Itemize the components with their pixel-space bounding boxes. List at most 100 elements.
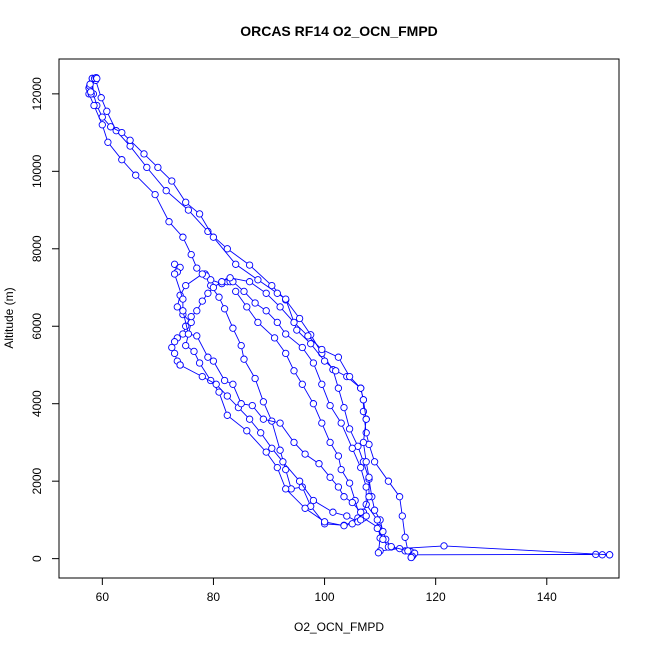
data-point (387, 542, 395, 551)
data-point (268, 444, 276, 452)
data-point (220, 376, 229, 385)
data-point (379, 527, 387, 536)
data-point (223, 411, 231, 419)
data-point (348, 444, 356, 452)
data-point (245, 278, 254, 286)
data-point (170, 349, 179, 358)
data-point (182, 198, 190, 206)
data-point (365, 473, 373, 481)
data-point (182, 281, 190, 290)
y-tick-label: 6000 (30, 313, 44, 340)
data-point (370, 458, 379, 466)
data-point (187, 312, 195, 321)
series-trace (170, 260, 370, 520)
y-tick-label: 8000 (30, 235, 44, 262)
data-point (86, 80, 94, 88)
data-point (193, 264, 201, 272)
x-tick-label: 120 (426, 590, 446, 604)
data-point (209, 283, 218, 292)
data-point (440, 542, 448, 550)
data-point (290, 438, 298, 447)
data-point (337, 419, 345, 427)
data-point (301, 450, 309, 458)
data-point (204, 289, 212, 297)
data-point (190, 347, 198, 356)
data-point (184, 206, 193, 214)
y-axis: 0 2000 4000 6000 8000 10000 12000 (30, 77, 60, 562)
data-point (173, 303, 181, 311)
y-tick-label: 0 (30, 555, 44, 562)
data-point (193, 332, 201, 340)
data-point (151, 190, 159, 199)
data-point (345, 372, 354, 381)
x-tick-label: 60 (96, 590, 110, 604)
data-point (209, 233, 218, 241)
data-point (340, 493, 348, 501)
data-point (290, 367, 298, 375)
series-trace (201, 270, 614, 559)
data-point (245, 415, 254, 423)
data-point (273, 463, 281, 472)
data-point (401, 533, 409, 541)
data-point (229, 380, 237, 388)
data-point (373, 524, 381, 533)
data-point (248, 401, 256, 410)
data-point (276, 303, 284, 311)
data-point (398, 512, 406, 520)
data-point (232, 287, 240, 296)
data-point (193, 307, 201, 315)
x-tick-label: 140 (537, 590, 557, 604)
data-point (301, 504, 309, 512)
data-point (345, 425, 354, 433)
data-point (107, 123, 115, 131)
data-point (243, 427, 251, 435)
y-axis-label: Altitude (m) (2, 287, 16, 348)
series-line (91, 78, 412, 558)
data-point (379, 535, 387, 543)
data-point (404, 547, 412, 555)
data-point (215, 293, 223, 301)
data-point (605, 551, 614, 559)
data-point (320, 518, 329, 526)
data-point (257, 429, 265, 437)
data-point (359, 396, 368, 404)
data-point (240, 355, 248, 363)
data-point (162, 187, 170, 195)
data-point (309, 496, 318, 505)
data-point (223, 245, 231, 253)
data-point (223, 392, 231, 400)
data-point (334, 384, 343, 392)
data-point (154, 163, 162, 172)
data-point (329, 508, 337, 516)
series-line (95, 80, 610, 556)
series-trace (88, 74, 415, 562)
data-point (357, 384, 365, 392)
data-point (212, 380, 220, 388)
data-point (195, 210, 204, 218)
y-tick-label: 10000 (30, 154, 44, 188)
data-point (357, 508, 365, 516)
y-tick-label: 4000 (30, 390, 44, 417)
data-point (365, 493, 373, 501)
data-point (184, 330, 193, 338)
data-point (198, 297, 206, 305)
data-point (307, 340, 315, 348)
data-point (259, 415, 268, 423)
x-tick-label: 80 (207, 590, 221, 604)
data-point (320, 357, 329, 365)
data-point (298, 380, 306, 388)
data-point (362, 483, 370, 491)
data-point (298, 483, 306, 491)
data-point (182, 341, 190, 350)
data-point (97, 94, 105, 102)
data-point (315, 460, 323, 468)
data-point (359, 438, 368, 447)
data-point (304, 332, 312, 340)
data-point (226, 274, 234, 282)
data-point (298, 343, 306, 352)
data-point (334, 483, 343, 491)
data-point (362, 415, 370, 423)
x-axis-label: O2_OCN_FMPD (294, 620, 384, 634)
data-point (179, 233, 187, 241)
